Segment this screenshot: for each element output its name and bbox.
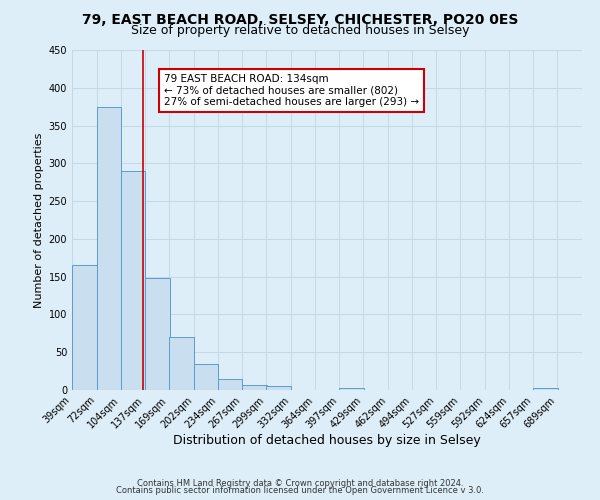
Text: Contains HM Land Registry data © Crown copyright and database right 2024.: Contains HM Land Registry data © Crown c… — [137, 478, 463, 488]
Bar — [194, 364, 218, 390]
Y-axis label: Number of detached properties: Number of detached properties — [34, 132, 44, 308]
Text: Contains public sector information licensed under the Open Government Licence v : Contains public sector information licen… — [116, 486, 484, 495]
Bar — [97, 106, 121, 390]
Text: 79 EAST BEACH ROAD: 134sqm
← 73% of detached houses are smaller (802)
27% of sem: 79 EAST BEACH ROAD: 134sqm ← 73% of deta… — [164, 74, 419, 107]
Text: Size of property relative to detached houses in Selsey: Size of property relative to detached ho… — [131, 24, 469, 37]
X-axis label: Distribution of detached houses by size in Selsey: Distribution of detached houses by size … — [173, 434, 481, 447]
Bar — [533, 388, 558, 390]
Bar — [169, 337, 194, 390]
Bar — [340, 388, 364, 390]
Text: 79, EAST BEACH ROAD, SELSEY, CHICHESTER, PO20 0ES: 79, EAST BEACH ROAD, SELSEY, CHICHESTER,… — [82, 12, 518, 26]
Bar — [72, 266, 97, 390]
Bar — [266, 386, 291, 390]
Bar — [218, 378, 242, 390]
Bar — [121, 171, 145, 390]
Bar — [145, 278, 170, 390]
Bar — [242, 384, 267, 390]
